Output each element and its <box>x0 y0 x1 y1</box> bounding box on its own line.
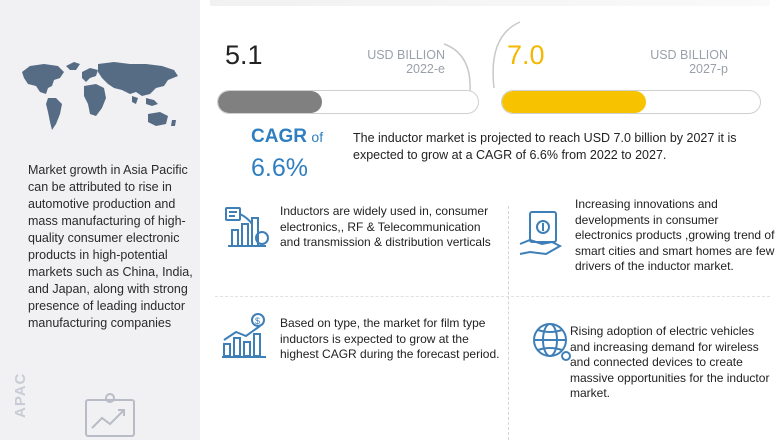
unit-text-2022: USD BILLION <box>367 48 445 62</box>
money-hand-icon <box>519 211 563 256</box>
svg-text:$: $ <box>255 316 260 326</box>
progress-fill-2022 <box>218 91 322 113</box>
cagr-heading: CAGR of <box>251 126 323 148</box>
progress-bar-2022 <box>217 90 479 114</box>
year-text-2022: 2022-e <box>406 62 445 76</box>
electronics-chart-icon <box>225 207 269 247</box>
unit-label-2022: USD BILLION 2022-e <box>340 48 445 76</box>
cagr-value: 6.6% <box>251 154 308 182</box>
arc-decoration-2022 <box>443 43 471 93</box>
region-label: APAC <box>12 372 29 418</box>
progress-bar-2027 <box>501 90 761 114</box>
cagr-of: of <box>311 129 324 145</box>
asia-pacific-blurb: Market growth in Asia Pacific can be att… <box>28 163 193 330</box>
arc-decoration-2027 <box>492 21 521 89</box>
progress-fill-2027 <box>502 91 647 113</box>
cagr-label: CAGR <box>251 126 307 147</box>
header-strip <box>210 0 770 6</box>
horizontal-divider <box>215 296 770 297</box>
world-map-icon <box>22 62 178 130</box>
market-summary: The inductor market is projected to reac… <box>353 131 737 162</box>
market-value-2022: 5.1 <box>225 40 263 70</box>
presentation-chart-icon <box>85 393 135 437</box>
market-value-2027: 7.0 <box>507 40 545 70</box>
card-text-type: Based on type, the market for film type … <box>280 316 500 361</box>
unit-text-2027: USD BILLION <box>650 48 728 62</box>
card-text-opportunities: Rising adoption of electric vehicles and… <box>570 324 770 400</box>
global-network-icon <box>533 323 571 361</box>
vertical-divider <box>508 206 509 440</box>
year-text-2027: 2027-p <box>689 62 728 76</box>
unit-label-2027: USD BILLION 2027-p <box>620 48 728 76</box>
left-panel: Market growth in Asia Pacific can be att… <box>0 0 200 440</box>
growth-bar-chart-icon: $ <box>222 313 266 358</box>
card-text-drivers: Increasing innovations and developments … <box>575 197 775 273</box>
card-text-usage: Inductors are widely used in, consumer e… <box>280 204 491 249</box>
